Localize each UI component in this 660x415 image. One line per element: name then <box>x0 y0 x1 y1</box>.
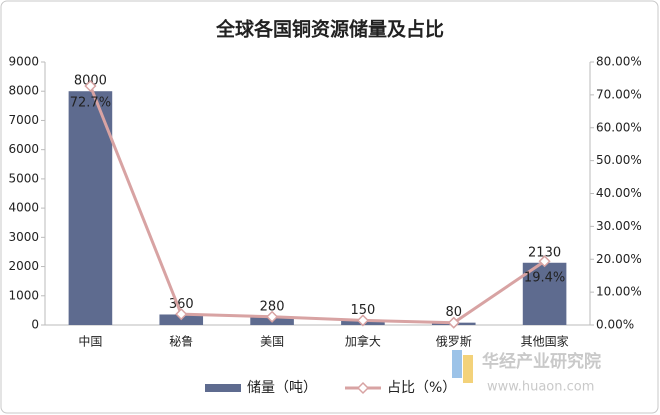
legend-swatch <box>205 384 241 392</box>
chart-title: 全球各国铜资源储量及占比 <box>215 18 444 41</box>
y-tick-label: 0 <box>31 318 39 332</box>
y2-tick-label: 60.00% <box>596 120 642 134</box>
x-tick-label: 其他国家 <box>521 334 569 349</box>
y-tick-label: 1000 <box>8 288 39 302</box>
line-label: 19.4% <box>524 271 565 286</box>
y-tick-label: 7000 <box>8 113 39 127</box>
legend-label: 储量（吨） <box>247 380 317 396</box>
line-marker <box>356 314 369 327</box>
y-tick-label: 5000 <box>8 171 39 185</box>
legend-label: 占比（%） <box>387 380 456 396</box>
bar <box>68 91 113 325</box>
bar-label: 2130 <box>528 245 561 260</box>
y2-tick-label: 50.00% <box>596 153 642 167</box>
y-tick-label: 2000 <box>8 259 39 273</box>
y-tick-label: 4000 <box>8 201 39 215</box>
line-marker <box>538 255 551 268</box>
watermark-url: www.huaon.com <box>487 380 594 395</box>
y-tick-label: 8000 <box>8 84 39 98</box>
y2-tick-label: 40.00% <box>596 186 642 200</box>
y-tick-label: 3000 <box>8 230 39 244</box>
x-tick-label: 加拿大 <box>345 334 381 349</box>
line-marker <box>266 310 279 323</box>
watermark-logo <box>463 355 473 383</box>
y2-tick-label: 70.00% <box>596 87 642 101</box>
line-marker <box>84 79 97 93</box>
y-tick-label: 6000 <box>8 142 39 156</box>
line-label: 72.7% <box>70 95 111 110</box>
watermark: 华经产业研究院 www.huaon.com <box>452 350 601 395</box>
bar-label: 80 <box>445 305 462 320</box>
watermark-logo <box>452 350 462 378</box>
x-tick-label: 秘鲁 <box>169 335 193 349</box>
y2-tick-label: 20.00% <box>596 252 642 266</box>
x-tick-label: 中国 <box>78 334 102 349</box>
y2-tick-label: 80.00% <box>596 55 642 69</box>
legend-swatch <box>356 381 370 395</box>
y-tick-label: 9000 <box>8 55 39 69</box>
bar-label: 150 <box>351 303 376 318</box>
line-marker <box>175 308 188 321</box>
bar-label: 280 <box>260 299 285 314</box>
y2-tick-label: 0.00% <box>596 318 634 332</box>
y2-tick-label: 30.00% <box>596 219 642 233</box>
line <box>89 85 546 325</box>
y2-tick-label: 10.00% <box>596 285 642 299</box>
x-tick-label: 俄罗斯 <box>436 335 472 349</box>
x-tick-label: 美国 <box>260 335 284 349</box>
line-marker <box>447 316 460 329</box>
bar <box>522 262 567 325</box>
watermark-name: 华经产业研究院 <box>482 351 601 372</box>
